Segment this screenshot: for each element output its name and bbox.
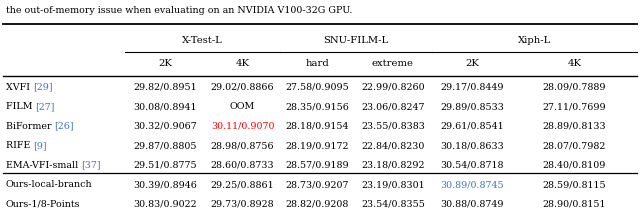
Text: [27]: [27] (35, 102, 55, 111)
Text: 28.60/0.8733: 28.60/0.8733 (211, 160, 275, 170)
Text: Ours-1/8-Points: Ours-1/8-Points (6, 199, 80, 209)
Text: 29.25/0.8861: 29.25/0.8861 (211, 180, 275, 189)
Text: 30.39/0.8946: 30.39/0.8946 (133, 180, 196, 189)
Text: 28.35/0.9156: 28.35/0.9156 (285, 102, 349, 111)
Text: 4K: 4K (568, 59, 581, 68)
Text: 30.11/0.9070: 30.11/0.9070 (211, 121, 275, 131)
Text: FILM: FILM (6, 102, 35, 111)
Text: 29.89/0.8533: 29.89/0.8533 (440, 102, 504, 111)
Text: Ours-local-branch: Ours-local-branch (6, 180, 92, 189)
Text: 29.61/0.8541: 29.61/0.8541 (440, 121, 504, 131)
Text: 28.98/0.8756: 28.98/0.8756 (211, 141, 275, 150)
Text: 27.58/0.9095: 27.58/0.9095 (285, 82, 349, 92)
Text: EMA-VFI-small: EMA-VFI-small (6, 160, 81, 170)
Text: [9]: [9] (33, 141, 47, 150)
Text: 27.11/0.7699: 27.11/0.7699 (543, 102, 606, 111)
Text: 30.08/0.8941: 30.08/0.8941 (133, 102, 196, 111)
Text: 30.54/0.8718: 30.54/0.8718 (440, 160, 504, 170)
Text: 30.83/0.9022: 30.83/0.9022 (133, 199, 196, 209)
Text: extreme: extreme (372, 59, 414, 68)
Text: 22.84/0.8230: 22.84/0.8230 (361, 141, 425, 150)
Text: 28.18/0.9154: 28.18/0.9154 (285, 121, 349, 131)
Text: 30.89/0.8745: 30.89/0.8745 (440, 180, 504, 189)
Text: OOM: OOM (230, 102, 255, 111)
Text: 28.19/0.9172: 28.19/0.9172 (285, 141, 349, 150)
Text: RIFE: RIFE (6, 141, 33, 150)
Text: BiFormer: BiFormer (6, 121, 54, 131)
Text: 22.99/0.8260: 22.99/0.8260 (361, 82, 425, 92)
Text: 29.73/0.8928: 29.73/0.8928 (211, 199, 275, 209)
Text: 28.57/0.9189: 28.57/0.9189 (285, 160, 349, 170)
Text: 29.82/0.8951: 29.82/0.8951 (133, 82, 196, 92)
Text: 4K: 4K (236, 59, 250, 68)
Text: 2K: 2K (158, 59, 172, 68)
Text: [29]: [29] (33, 82, 52, 92)
Text: hard: hard (305, 59, 329, 68)
Text: 29.02/0.8866: 29.02/0.8866 (211, 82, 275, 92)
Text: 28.89/0.8133: 28.89/0.8133 (543, 121, 606, 131)
Text: the out-of-memory issue when evaluating on an NVIDIA V100-32G GPU.: the out-of-memory issue when evaluating … (6, 6, 353, 15)
Text: 29.17/0.8449: 29.17/0.8449 (440, 82, 504, 92)
Text: XVFI: XVFI (6, 82, 33, 92)
Text: [37]: [37] (81, 160, 100, 170)
Text: [26]: [26] (54, 121, 74, 131)
Text: 23.18/0.8292: 23.18/0.8292 (361, 160, 425, 170)
Text: 28.82/0.9208: 28.82/0.9208 (285, 199, 349, 209)
Text: 23.55/0.8383: 23.55/0.8383 (361, 121, 425, 131)
Text: 28.40/0.8109: 28.40/0.8109 (543, 160, 606, 170)
Text: 29.87/0.8805: 29.87/0.8805 (133, 141, 196, 150)
Text: 28.90/0.8151: 28.90/0.8151 (543, 199, 606, 209)
Text: 30.32/0.9067: 30.32/0.9067 (133, 121, 196, 131)
Text: 29.51/0.8775: 29.51/0.8775 (133, 160, 196, 170)
Text: 30.18/0.8633: 30.18/0.8633 (440, 141, 504, 150)
Text: 28.07/0.7982: 28.07/0.7982 (543, 141, 606, 150)
Text: 23.19/0.8301: 23.19/0.8301 (361, 180, 425, 189)
Text: Xiph-L: Xiph-L (518, 36, 551, 45)
Text: SNU-FILM-L: SNU-FILM-L (324, 36, 388, 45)
Text: 23.54/0.8355: 23.54/0.8355 (361, 199, 425, 209)
Text: 28.59/0.8115: 28.59/0.8115 (543, 180, 606, 189)
Text: 28.73/0.9207: 28.73/0.9207 (285, 180, 349, 189)
Text: 2K: 2K (465, 59, 479, 68)
Text: 23.06/0.8247: 23.06/0.8247 (361, 102, 425, 111)
Text: 28.09/0.7889: 28.09/0.7889 (543, 82, 606, 92)
Text: X-Test-L: X-Test-L (182, 36, 223, 45)
Text: 30.88/0.8749: 30.88/0.8749 (440, 199, 504, 209)
